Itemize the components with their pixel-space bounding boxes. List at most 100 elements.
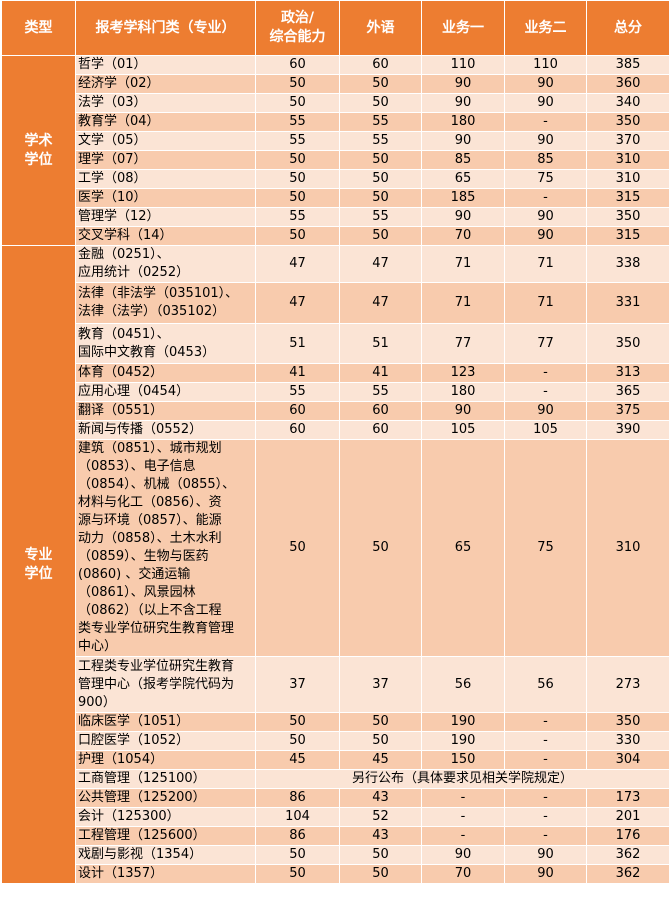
header-politics: 政治/ 综合能力 bbox=[255, 0, 340, 56]
course1-score-cell: 90 bbox=[421, 93, 505, 113]
course2-score-cell: - bbox=[504, 712, 587, 732]
course2-score-cell: 75 bbox=[504, 169, 587, 189]
course2-score-cell: 71 bbox=[504, 245, 587, 283]
table-row: 理学（07） 50 50 85 85 310 bbox=[2, 150, 670, 170]
language-score-cell: 50 bbox=[339, 74, 422, 94]
category-cell: 专业 学位 bbox=[1, 245, 76, 884]
course1-score-cell: - bbox=[421, 788, 505, 808]
language-score-cell: 60 bbox=[339, 55, 422, 75]
total-score-cell: 201 bbox=[586, 807, 670, 827]
language-score-cell: 47 bbox=[339, 245, 422, 283]
category-cell: 学术 学位 bbox=[1, 55, 76, 246]
table-row: 经济学（02） 50 50 90 90 360 bbox=[2, 74, 670, 94]
course1-score-cell: - bbox=[421, 826, 505, 846]
language-score-cell: 50 bbox=[339, 188, 422, 208]
table-row: 医学（10） 50 50 185-315 bbox=[2, 188, 670, 208]
subject-cell: 新闻与传播（0552） bbox=[75, 420, 256, 440]
subject-cell: 哲学（01） bbox=[75, 55, 256, 75]
politics-score-cell: 55 bbox=[255, 131, 340, 151]
course1-score-cell: 65 bbox=[421, 169, 505, 189]
course2-score-cell: 90 bbox=[504, 226, 587, 246]
course1-score-cell: 85 bbox=[421, 150, 505, 170]
language-score-cell: 45 bbox=[339, 750, 422, 770]
course2-score-cell: 75 bbox=[504, 439, 587, 657]
total-score-cell: 304 bbox=[586, 750, 670, 770]
subject-cell: 工商管理（125100） bbox=[75, 769, 256, 789]
course2-score-cell: 56 bbox=[504, 656, 587, 713]
table-row: 建筑（0851）、城市规划 （0853）、电子信息 （0854）、机械（0855… bbox=[2, 439, 670, 657]
language-score-cell: 50 bbox=[339, 226, 422, 246]
subject-cell: 会计（125300） bbox=[75, 807, 256, 827]
course1-score-cell: 180 bbox=[421, 112, 505, 132]
subject-cell: 工程管理（125600） bbox=[75, 826, 256, 846]
subject-cell: 医学（10） bbox=[75, 188, 256, 208]
course2-score-cell: - bbox=[504, 112, 587, 132]
total-score-cell: 173 bbox=[586, 788, 670, 808]
politics-score-cell: 55 bbox=[255, 382, 340, 402]
table-row: 文学（05） 55 55 90 90 370 bbox=[2, 131, 670, 151]
total-score-cell: 350 bbox=[586, 207, 670, 227]
course1-score-cell: 150 bbox=[421, 750, 505, 770]
language-score-cell: 47 bbox=[339, 282, 422, 324]
politics-score-cell: 50 bbox=[255, 74, 340, 94]
course1-score-cell: 190 bbox=[421, 731, 505, 751]
politics-score-cell: 60 bbox=[255, 401, 340, 421]
course2-score-cell: 85 bbox=[504, 150, 587, 170]
subject-cell: 护理（1054） bbox=[75, 750, 256, 770]
politics-score-cell: 86 bbox=[255, 826, 340, 846]
course2-score-cell: - bbox=[504, 826, 587, 846]
header-type: 类型 bbox=[1, 0, 76, 56]
table-row: 护理（1054） 45 45 150-304 bbox=[2, 750, 670, 770]
total-score-cell: 385 bbox=[586, 55, 670, 75]
course1-score-cell: 77 bbox=[421, 323, 505, 364]
table-row: 工商管理（125100） 另行公布（具体要求见相关学院规定） bbox=[2, 769, 670, 789]
course2-score-cell: 105 bbox=[504, 420, 587, 440]
subject-cell: 工程类专业学位研究生教育 管理中心（报考学院代码为 900） bbox=[75, 656, 256, 713]
course2-score-cell: - bbox=[504, 750, 587, 770]
course2-score-cell: 71 bbox=[504, 282, 587, 324]
header-course1: 业务一 bbox=[421, 0, 505, 56]
total-score-cell: 338 bbox=[586, 245, 670, 283]
politics-score-cell: 50 bbox=[255, 712, 340, 732]
language-score-cell: 43 bbox=[339, 788, 422, 808]
course1-score-cell: 90 bbox=[421, 131, 505, 151]
total-score-cell: 370 bbox=[586, 131, 670, 151]
course1-score-cell: 65 bbox=[421, 439, 505, 657]
total-score-cell: 362 bbox=[586, 864, 670, 884]
table-row: 法律（非法学（035101）、 法律（法学）（035102） 47 47 71 71 33… bbox=[2, 282, 670, 324]
language-score-cell: 50 bbox=[339, 731, 422, 751]
total-score-cell: 330 bbox=[586, 731, 670, 751]
subject-cell: 文学（05） bbox=[75, 131, 256, 151]
politics-score-cell: 55 bbox=[255, 207, 340, 227]
course2-score-cell: 77 bbox=[504, 323, 587, 364]
total-score-cell: 350 bbox=[586, 112, 670, 132]
course2-score-cell: 90 bbox=[504, 207, 587, 227]
course1-score-cell: 70 bbox=[421, 864, 505, 884]
subject-cell: 经济学（02） bbox=[75, 74, 256, 94]
table-row: 工程类专业学位研究生教育 管理中心（报考学院代码为 900） 37 37 56 56 27… bbox=[2, 656, 670, 713]
politics-score-cell: 47 bbox=[255, 282, 340, 324]
language-score-cell: 50 bbox=[339, 169, 422, 189]
politics-score-cell: 60 bbox=[255, 55, 340, 75]
header-subject: 报考学科门类（专业） bbox=[75, 0, 256, 56]
subject-cell: 应用心理（0454） bbox=[75, 382, 256, 402]
politics-score-cell: 50 bbox=[255, 439, 340, 657]
language-score-cell: 55 bbox=[339, 382, 422, 402]
language-score-cell: 55 bbox=[339, 207, 422, 227]
header-language: 外语 bbox=[339, 0, 422, 56]
table-header-row: 类型 报考学科门类（专业） 政治/ 综合能力 外语 业务一 业务二 总分 bbox=[1, 0, 670, 56]
course2-score-cell: 90 bbox=[504, 93, 587, 113]
table-row: 教育学（04） 55 55 180-350 bbox=[2, 112, 670, 132]
politics-score-cell: 50 bbox=[255, 845, 340, 865]
politics-score-cell: 37 bbox=[255, 656, 340, 713]
language-score-cell: 50 bbox=[339, 864, 422, 884]
course1-score-cell: 90 bbox=[421, 74, 505, 94]
language-score-cell: 50 bbox=[339, 712, 422, 732]
language-score-cell: 55 bbox=[339, 112, 422, 132]
table-row: 管理学（12） 55 55 90 90 350 bbox=[2, 207, 670, 227]
course1-score-cell: 90 bbox=[421, 401, 505, 421]
politics-score-cell: 45 bbox=[255, 750, 340, 770]
course2-score-cell: 90 bbox=[504, 401, 587, 421]
subject-cell: 金融（0251）、 应用统计（0252） bbox=[75, 245, 256, 283]
subject-cell: 法律（非法学（035101）、 法律（法学）（035102） bbox=[75, 282, 256, 324]
